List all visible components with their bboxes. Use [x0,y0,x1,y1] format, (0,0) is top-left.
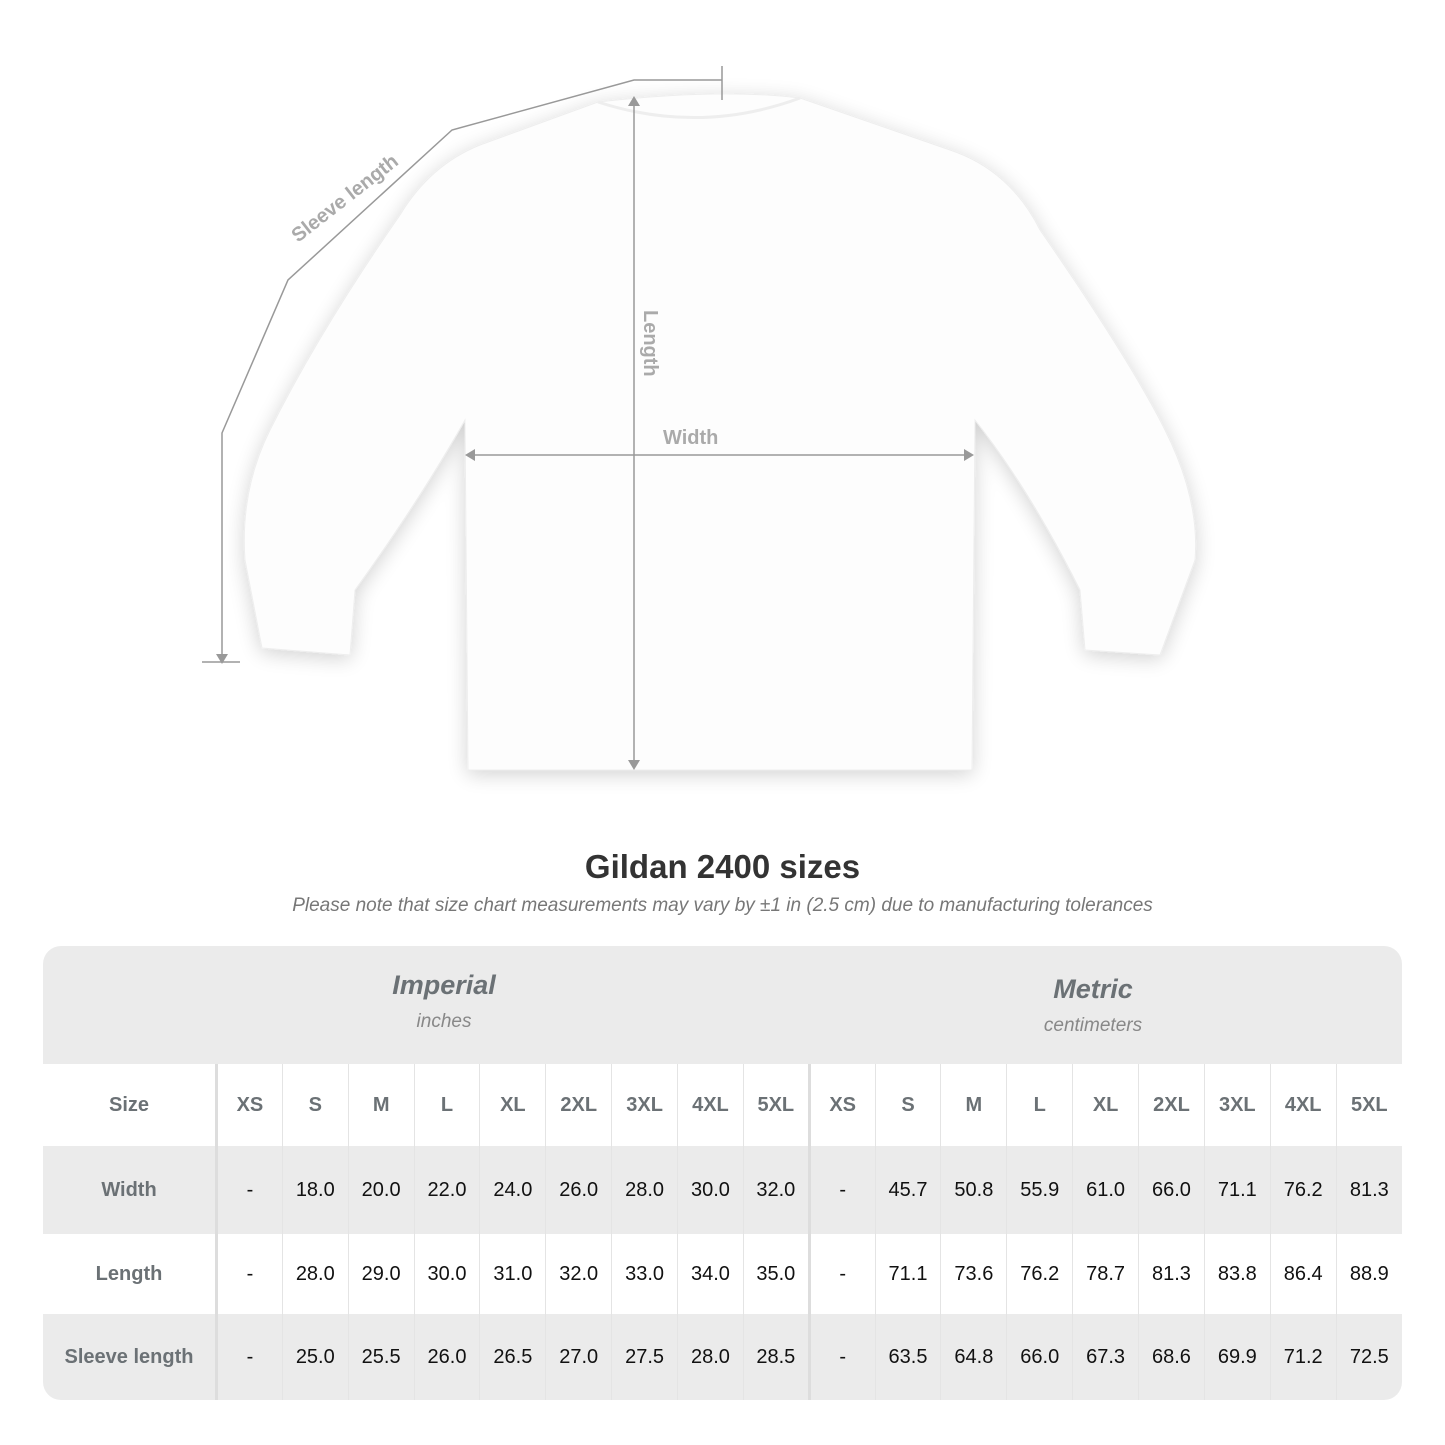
size-header-cell: 4XL [1269,1064,1337,1146]
row-label: Width [43,1146,218,1234]
size-header-label: Size [43,1064,218,1146]
metric-value-cell: 67.3 [1072,1314,1139,1400]
metric-value-cell: 71.1 [874,1234,941,1314]
metric-value-cell: - [807,1234,876,1314]
shirt-shape [243,93,1197,771]
size-chart: Imperial inches Metric centimeters Size X… [43,946,1402,1400]
imperial-value-cell: 33.0 [611,1234,678,1314]
table-row: Sleeve length -25.0 25.5 26.0 26.5 27.0 27.5 28… [43,1314,1402,1400]
sleeve-length-label: Sleeve length [288,150,403,247]
imperial-value-cell: 27.0 [545,1314,612,1400]
metric-value-cell: 72.5 [1335,1314,1402,1400]
table-row: Length -28.0 29.0 30.0 31.0 32.0 33.0 34.0 35.0-… [43,1234,1402,1314]
metric-value-cell: 61.0 [1072,1146,1139,1234]
imperial-value-cell: 30.0 [413,1234,480,1314]
imperial-value-cell: 28.0 [677,1314,744,1400]
imperial-value-cell: 26.0 [545,1146,612,1234]
metric-value-cell: 88.9 [1335,1234,1402,1314]
metric-value-cell: 71.1 [1203,1146,1271,1234]
metric-title: Metric [1053,974,1133,1004]
imperial-value-cell: 20.0 [347,1146,415,1234]
imperial-value-cell: 28.5 [742,1314,810,1400]
imperial-value-cell: 18.0 [281,1146,349,1234]
imperial-value-cell: 26.0 [413,1314,480,1400]
size-header-cell: S [874,1064,941,1146]
imperial-value-cell: 26.5 [479,1314,546,1400]
size-header-cell: 2XL [545,1064,612,1146]
metric-value-cell: 71.2 [1269,1314,1337,1400]
size-header-cell: 4XL [677,1064,744,1146]
length-label: Length [639,310,661,377]
size-header-cell: 5XL [1335,1064,1402,1146]
size-header-cell: XS [216,1064,283,1146]
metric-value-cell: 76.2 [1006,1234,1073,1314]
size-table: Size XS S M L XL 2XL 3XL 4XL 5XL XS S M L XL 2XL 3XL 4XL 5… [43,1064,1402,1400]
imperial-value-cell: - [216,1234,283,1314]
metric-value-cell: 66.0 [1138,1146,1205,1234]
metric-value-cell: 45.7 [874,1146,941,1234]
metric-value-cell: 69.9 [1203,1314,1271,1400]
size-header-cell: L [1006,1064,1073,1146]
metric-header: Metric centimeters [809,974,1377,1037]
imperial-value-cell: 30.0 [677,1146,744,1234]
size-header-cell: XL [1072,1064,1139,1146]
row-label: Sleeve length [43,1314,218,1400]
metric-value-cell: 68.6 [1138,1314,1205,1400]
size-header-cell: S [281,1064,349,1146]
metric-value-cell: 78.7 [1072,1234,1139,1314]
size-header-row: Size XS S M L XL 2XL 3XL 4XL 5XL XS S M L XL 2XL 3XL 4XL 5… [43,1064,1402,1146]
imperial-header: Imperial inches [215,970,673,1033]
imperial-value-cell: 28.0 [611,1146,678,1234]
sleeve-measure-line [221,79,722,662]
metric-value-cell: 76.2 [1269,1146,1337,1234]
size-header-cell: M [940,1064,1007,1146]
metric-value-cell: 66.0 [1006,1314,1073,1400]
imperial-value-cell: - [216,1146,283,1234]
metric-value-cell: 50.8 [940,1146,1007,1234]
imperial-value-cell: - [216,1314,283,1400]
size-header-cell: 2XL [1138,1064,1205,1146]
imperial-value-cell: 31.0 [479,1234,546,1314]
shirt-illustration: Sleeve length Length Width [202,66,1197,771]
size-header-cell: 5XL [742,1064,810,1146]
metric-unit: centimeters [1043,1015,1143,1036]
metric-value-cell: 86.4 [1269,1234,1337,1314]
imperial-value-cell: 28.0 [281,1234,349,1314]
imperial-title: Imperial [392,970,496,1000]
imperial-value-cell: 34.0 [677,1234,744,1314]
size-header-cell: 3XL [611,1064,678,1146]
size-header-cell: XS [807,1064,876,1146]
imperial-value-cell: 29.0 [347,1234,415,1314]
size-header-cell: M [347,1064,415,1146]
metric-value-cell: 81.3 [1335,1146,1402,1234]
size-header-cell: XL [479,1064,546,1146]
width-label: Width [663,427,718,449]
imperial-value-cell: 25.0 [281,1314,349,1400]
imperial-value-cell: 27.5 [611,1314,678,1400]
size-header-cell: 3XL [1203,1064,1271,1146]
tolerance-note: Please note that size chart measurements… [292,895,1153,916]
page-title: Gildan 2400 sizes [584,848,861,885]
metric-value-cell: - [807,1146,876,1234]
imperial-value-cell: 32.0 [742,1146,810,1234]
imperial-value-cell: 35.0 [742,1234,810,1314]
metric-value-cell: - [807,1314,876,1400]
metric-value-cell: 55.9 [1006,1146,1073,1234]
imperial-value-cell: 24.0 [479,1146,546,1234]
size-header-cell: L [413,1064,480,1146]
metric-value-cell: 64.8 [940,1314,1007,1400]
metric-value-cell: 73.6 [940,1234,1007,1314]
imperial-value-cell: 32.0 [545,1234,612,1314]
imperial-value-cell: 22.0 [413,1146,480,1234]
table-row: Width -18.0 20.0 22.0 24.0 26.0 28.0 30.0 32.0-4… [43,1146,1402,1234]
imperial-value-cell: 25.5 [347,1314,415,1400]
row-label: Length [43,1234,218,1314]
imperial-unit: inches [416,1011,472,1032]
metric-value-cell: 83.8 [1203,1234,1271,1314]
units-header: Imperial inches Metric centimeters [43,946,1402,1064]
metric-value-cell: 63.5 [874,1314,941,1400]
metric-value-cell: 81.3 [1138,1234,1205,1314]
